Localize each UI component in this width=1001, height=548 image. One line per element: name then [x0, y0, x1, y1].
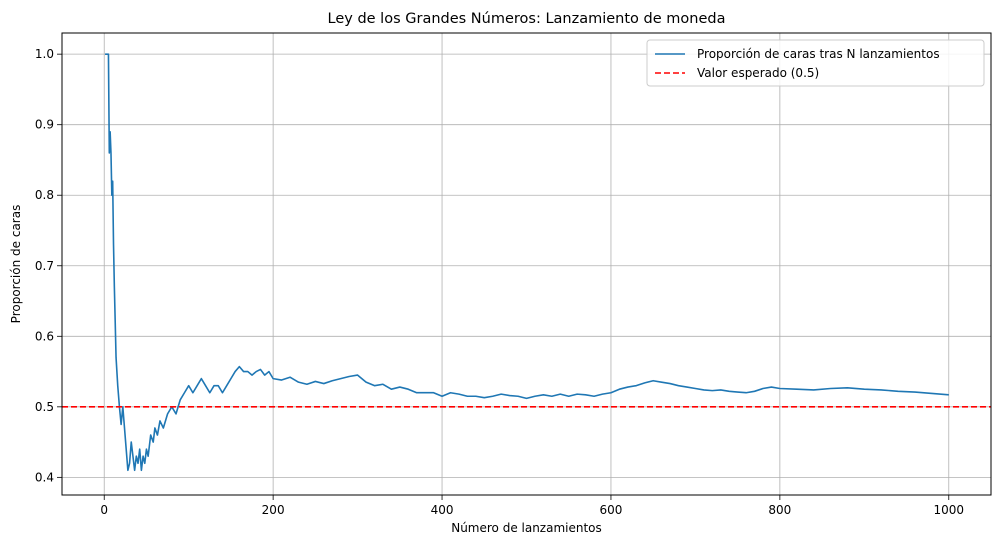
- y-tick-label: 1.0: [35, 47, 54, 61]
- x-tick-label: 1000: [933, 503, 964, 517]
- legend-label-expected: Valor esperado (0.5): [697, 66, 819, 80]
- x-axis-label: Número de lanzamientos: [451, 521, 602, 535]
- x-tick-label: 400: [431, 503, 454, 517]
- x-tick-label: 800: [768, 503, 791, 517]
- plot-frame: [61, 32, 992, 496]
- axis-ticks: 0 200 400 600 800 1000 0.4 0.5 0.6 0.7 0.8 0.9 1.0: [35, 47, 964, 517]
- legend-box: [646, 39, 985, 87]
- legend-label-proportion: Proporción de caras tras N lanzamientos: [697, 47, 940, 61]
- y-tick-label: 0.8: [35, 188, 54, 202]
- x-tick-label: 0: [100, 503, 108, 517]
- y-tick-label: 0.9: [35, 118, 54, 132]
- x-tick-label: 600: [600, 503, 623, 517]
- y-tick-label: 0.6: [35, 329, 54, 343]
- series-layer: [62, 53, 991, 472]
- legend: Proporción de caras tras N lanzamientos …: [646, 39, 985, 87]
- y-tick-label: 0.7: [35, 259, 54, 273]
- y-tick-label: 0.4: [35, 470, 54, 484]
- chart-title: Ley de los Grandes Números: Lanzamiento …: [328, 11, 726, 27]
- y-axis-label: Proporción de caras: [9, 205, 23, 324]
- x-tick-label: 200: [262, 503, 285, 517]
- series-line-proportion: [105, 53, 949, 472]
- y-tick-label: 0.5: [35, 400, 54, 414]
